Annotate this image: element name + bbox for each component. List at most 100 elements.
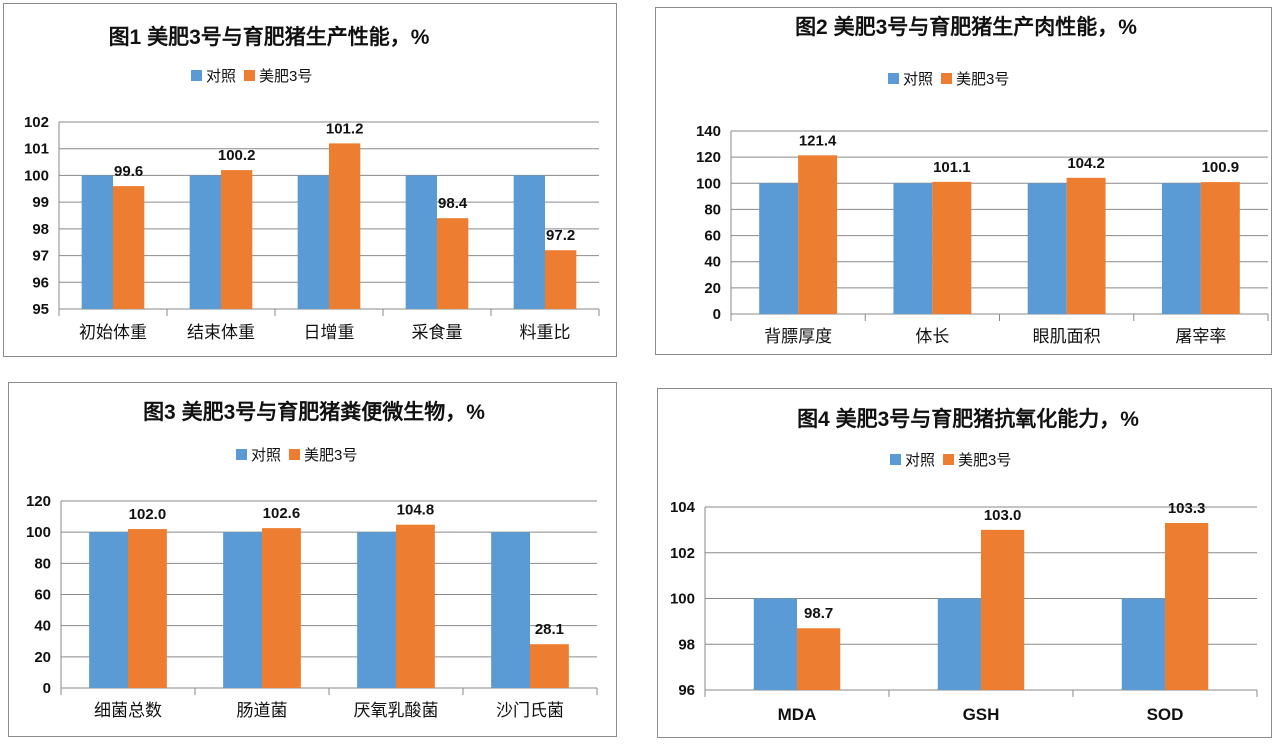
y-tick-label: 102 bbox=[24, 114, 49, 131]
chart-title: 图2 美肥3号与育肥猪生产肉性能，% bbox=[795, 15, 1137, 39]
legend-label: 美肥3号 bbox=[958, 452, 1011, 469]
legend-label: 美肥3号 bbox=[956, 71, 1009, 88]
y-tick-label: 80 bbox=[34, 555, 51, 572]
bar-control bbox=[513, 175, 545, 309]
legend-swatch bbox=[888, 73, 899, 84]
bar-treatment bbox=[798, 155, 838, 314]
data-label: 103.3 bbox=[1168, 500, 1206, 517]
x-category-label: 背膘厚度 bbox=[764, 327, 832, 346]
y-tick-label: 104 bbox=[670, 499, 696, 516]
bar-control bbox=[759, 183, 799, 314]
legend-label: 美肥3号 bbox=[259, 68, 312, 85]
y-tick-label: 97 bbox=[32, 248, 49, 265]
chart-panel-1: 图1 美肥3号与育肥猪生产性能，% 对照 美肥3号 95 96 97 98 99 100 101 1… bbox=[3, 3, 617, 357]
y-tick-label: 99 bbox=[32, 194, 49, 211]
chart-panel-3: 图3 美肥3号与育肥猪粪便微生物，% 对照 美肥3号 0 20 40 60 80 100 120 1… bbox=[8, 382, 617, 737]
bar-treatment bbox=[932, 181, 972, 314]
y-tick-label: 60 bbox=[704, 228, 721, 245]
x-category-label: GSH bbox=[963, 705, 1000, 724]
x-category-label: 结束体重 bbox=[187, 323, 255, 342]
bar-control bbox=[89, 532, 128, 688]
bar-treatment bbox=[262, 528, 301, 688]
legend-label: 美肥3号 bbox=[304, 447, 357, 464]
legend: 对照 美肥3号 bbox=[191, 68, 312, 85]
x-category-label: 细菌总数 bbox=[94, 701, 162, 720]
legend: 对照 美肥3号 bbox=[236, 447, 357, 464]
bar-treatment bbox=[437, 218, 469, 309]
legend-label: 对照 bbox=[903, 71, 933, 88]
data-label: 98.7 bbox=[804, 605, 833, 622]
y-tick-label: 100 bbox=[24, 167, 49, 184]
bar-chart: 图3 美肥3号与育肥猪粪便微生物，% 对照 美肥3号 0 20 40 60 80 100 120 1… bbox=[26, 400, 598, 720]
y-tick-label: 20 bbox=[704, 280, 721, 297]
bar-treatment bbox=[396, 524, 435, 688]
y-tick-label: 98 bbox=[32, 221, 49, 238]
y-tick-label: 120 bbox=[696, 149, 721, 166]
y-tick-label: 140 bbox=[696, 123, 721, 140]
y-tick-label: 100 bbox=[670, 591, 695, 608]
bar-control bbox=[189, 175, 221, 309]
x-category-label: 屠宰率 bbox=[1175, 327, 1226, 346]
x-category-label: MDA bbox=[778, 705, 817, 724]
y-tick-label: 101 bbox=[24, 141, 49, 158]
y-tick-label: 0 bbox=[43, 680, 51, 697]
bar-control bbox=[491, 532, 530, 688]
bar-chart: 图2 美肥3号与育肥猪生产肉性能，% 对照 美肥3号 0 20 40 60 80 100 120 1… bbox=[696, 15, 1269, 346]
chart-title: 图1 美肥3号与育肥猪生产性能，% bbox=[109, 25, 430, 49]
bar-chart: 图4 美肥3号与育肥猪抗氧化能力，% 对照 美肥3号 96 98 100 102 104 98.… bbox=[670, 407, 1258, 724]
bar-treatment bbox=[221, 170, 253, 309]
data-label: 101.2 bbox=[326, 120, 364, 137]
y-tick-label: 96 bbox=[32, 274, 49, 291]
legend-swatch bbox=[943, 454, 955, 465]
bar-control bbox=[1121, 598, 1165, 690]
chart-title: 图4 美肥3号与育肥猪抗氧化能力，% bbox=[797, 407, 1139, 431]
x-category-label: 日增重 bbox=[304, 323, 355, 342]
y-tick-label: 40 bbox=[34, 618, 51, 635]
y-tick-label: 20 bbox=[34, 649, 51, 666]
data-label: 28.1 bbox=[535, 621, 564, 638]
y-tick-label: 98 bbox=[678, 636, 695, 653]
bar-control bbox=[1161, 183, 1201, 314]
bar-control bbox=[297, 175, 329, 309]
x-category-label: 初始体重 bbox=[79, 323, 147, 342]
bar-chart: 图1 美肥3号与育肥猪生产性能，% 对照 美肥3号 95 96 97 98 99 100 101 1… bbox=[24, 25, 600, 342]
data-label: 103.0 bbox=[984, 507, 1022, 524]
bar-treatment bbox=[329, 143, 361, 309]
bar-treatment bbox=[545, 250, 577, 309]
x-category-label: 厌氧乳酸菌 bbox=[354, 701, 439, 720]
data-label: 102.6 bbox=[263, 505, 301, 522]
y-tick-label: 100 bbox=[696, 175, 721, 192]
y-tick-label: 40 bbox=[704, 254, 721, 271]
x-category-label: 体长 bbox=[915, 327, 949, 346]
legend-label: 对照 bbox=[251, 447, 281, 464]
chart-title: 图3 美肥3号与育肥猪粪便微生物，% bbox=[143, 400, 485, 424]
y-tick-label: 102 bbox=[670, 545, 695, 562]
bar-control bbox=[81, 175, 113, 309]
x-category-label: 料重比 bbox=[520, 323, 571, 342]
data-label: 100.2 bbox=[218, 147, 256, 164]
x-category-label: 眼肌面积 bbox=[1033, 327, 1101, 346]
legend: 对照 美肥3号 bbox=[890, 452, 1011, 469]
bar-treatment bbox=[797, 628, 841, 690]
bar-control bbox=[405, 175, 437, 309]
x-category-label: 采食量 bbox=[412, 323, 463, 342]
data-label: 101.1 bbox=[933, 159, 971, 176]
y-tick-label: 80 bbox=[704, 201, 721, 218]
data-label: 97.2 bbox=[546, 227, 575, 244]
y-tick-label: 95 bbox=[32, 301, 49, 318]
bar-control bbox=[1027, 183, 1067, 314]
legend-label: 对照 bbox=[206, 68, 236, 85]
y-tick-label: 120 bbox=[26, 493, 51, 510]
y-tick-label: 100 bbox=[26, 524, 51, 541]
data-label: 99.6 bbox=[114, 163, 143, 180]
x-category-label: 沙门氏菌 bbox=[496, 701, 564, 720]
legend: 对照 美肥3号 bbox=[888, 71, 1009, 88]
bar-control bbox=[753, 598, 797, 690]
data-label: 100.9 bbox=[1202, 159, 1240, 176]
legend-label: 对照 bbox=[905, 452, 935, 469]
bar-treatment bbox=[128, 529, 167, 688]
legend-swatch bbox=[289, 449, 301, 460]
y-tick-label: 96 bbox=[678, 682, 695, 699]
y-tick-label: 60 bbox=[34, 587, 51, 604]
x-category-label: SOD bbox=[1147, 705, 1184, 724]
